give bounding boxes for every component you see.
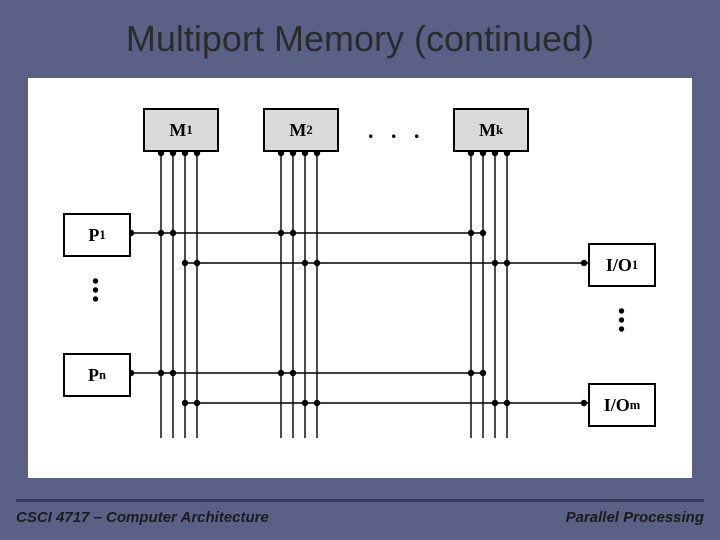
processor-1: Pn xyxy=(63,353,131,397)
diagram-area: . . . ••• ••• M1 M2 Mk P1 Pn I/O1 I/Om xyxy=(28,78,692,478)
footer-right: Parallel Processing xyxy=(566,509,704,526)
footer: CSCI 4717 – Computer Architecture Parall… xyxy=(16,509,704,526)
memory-ellipsis: . . . xyxy=(368,118,426,144)
footer-rule xyxy=(16,499,704,502)
processor-0: P1 xyxy=(63,213,131,257)
slide-title: Multiport Memory (continued) xyxy=(0,0,720,60)
memory-module-2: Mk xyxy=(453,108,529,152)
memory-module-0: M1 xyxy=(143,108,219,152)
memory-module-1: M2 xyxy=(263,108,339,152)
io-vdots: ••• xyxy=(618,308,625,335)
io-module-0: I/O1 xyxy=(588,243,656,287)
proc-vdots: ••• xyxy=(92,278,99,305)
io-module-1: I/Om xyxy=(588,383,656,427)
footer-left: CSCI 4717 – Computer Architecture xyxy=(16,509,269,526)
